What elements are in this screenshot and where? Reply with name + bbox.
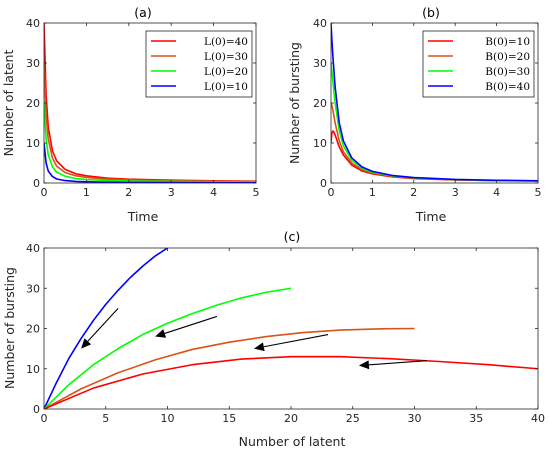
series-line-1 (44, 248, 168, 409)
x-tick-label: 40 (531, 412, 545, 425)
legend-entry: L(0)=20 (204, 66, 248, 78)
x-tick-label: 35 (469, 412, 483, 425)
series-group (44, 248, 538, 409)
x-tick-label: 25 (346, 412, 360, 425)
plot-area (44, 248, 538, 409)
x-tick-label: 3 (452, 186, 459, 199)
y-tick-label: 40 (313, 17, 327, 30)
y-tick-label: 40 (26, 242, 40, 255)
x-tick-label: 10 (161, 412, 175, 425)
panel-a-latent-vs-time: (a) Time Number of latent 0 1 2 3 4 5 0 10 20 30 4… (1, 5, 260, 224)
x-tick-label: 2 (410, 186, 417, 199)
direction-arrow-head (358, 360, 370, 370)
direction-arrow-shaft (87, 308, 119, 342)
legend-entry: L(0)=30 (204, 51, 248, 63)
x-tick-label: 20 (284, 412, 298, 425)
legend-entry: L(0)=40 (204, 36, 248, 48)
y-tick-label: 30 (26, 57, 40, 70)
series-line-b-0-40 (331, 23, 538, 182)
legend-entry: B(0)=20 (485, 51, 530, 63)
y-tick-label: 30 (313, 57, 327, 70)
x-tick-label: 4 (210, 186, 217, 199)
y-tick-label: 20 (313, 97, 327, 110)
panel-c-title: (c) (284, 229, 301, 244)
x-tick-label: 5 (253, 186, 260, 199)
x-tick-label: 5 (535, 186, 542, 199)
y-tick-label: 10 (313, 137, 327, 150)
series-line-4 (44, 355, 538, 409)
panel-c-phase-plane: (c) Number of latent Number of bursting … (2, 229, 545, 449)
direction-arrow-head (81, 338, 92, 349)
y-tick-label: 10 (26, 137, 40, 150)
panel-c-x-label: Number of latent (239, 434, 346, 449)
legend-entry: B(0)=30 (485, 66, 530, 78)
x-tick-label: 4 (493, 186, 500, 199)
legend-entry: L(0)=10 (204, 81, 248, 93)
panel-a-y-label: Number of latent (1, 50, 16, 157)
direction-arrow-head (253, 342, 265, 352)
x-tick-label: 3 (168, 186, 175, 199)
panel-a-x-label: Time (127, 209, 159, 224)
series-line-3 (44, 327, 415, 409)
x-tick-label: 0 (328, 186, 335, 199)
y-tick-label: 10 (26, 363, 40, 376)
x-tick-label: 0 (41, 412, 48, 425)
y-tick-label: 0 (33, 403, 40, 416)
direction-arrow-shaft (368, 360, 427, 366)
panel-b-bursting-vs-time: (b) Time Number of bursting 0 1 2 3 4 5 0 10 20 3… (287, 5, 542, 224)
y-tick-label: 0 (320, 177, 327, 190)
direction-arrow-shaft (164, 315, 218, 334)
legend-entry: B(0)=40 (485, 81, 530, 93)
x-tick-label: 0 (41, 186, 48, 199)
panel-b-title: (b) (422, 5, 440, 20)
x-tick-label: 1 (83, 186, 90, 199)
y-tick-label: 40 (26, 17, 40, 30)
panel-c-y-label: Number of bursting (2, 267, 17, 389)
y-tick-label: 20 (26, 97, 40, 110)
y-tick-label: 20 (26, 323, 40, 336)
x-tick-label: 2 (125, 186, 132, 199)
direction-arrow-shaft (263, 333, 329, 348)
legend-entry: B(0)=10 (485, 36, 530, 48)
x-tick-label: 1 (369, 186, 376, 199)
panel-b-x-label: Time (415, 209, 447, 224)
series-group (331, 23, 538, 182)
x-tick-label: 30 (408, 412, 422, 425)
y-tick-label: 0 (33, 177, 40, 190)
panel-a-title: (a) (134, 5, 151, 20)
x-tick-label: 15 (222, 412, 236, 425)
series-line-2 (44, 287, 292, 409)
y-tick-label: 30 (26, 282, 40, 295)
panel-b-y-label: Number of bursting (287, 42, 302, 164)
x-tick-label: 5 (102, 412, 109, 425)
direction-arrow-head (155, 329, 167, 338)
